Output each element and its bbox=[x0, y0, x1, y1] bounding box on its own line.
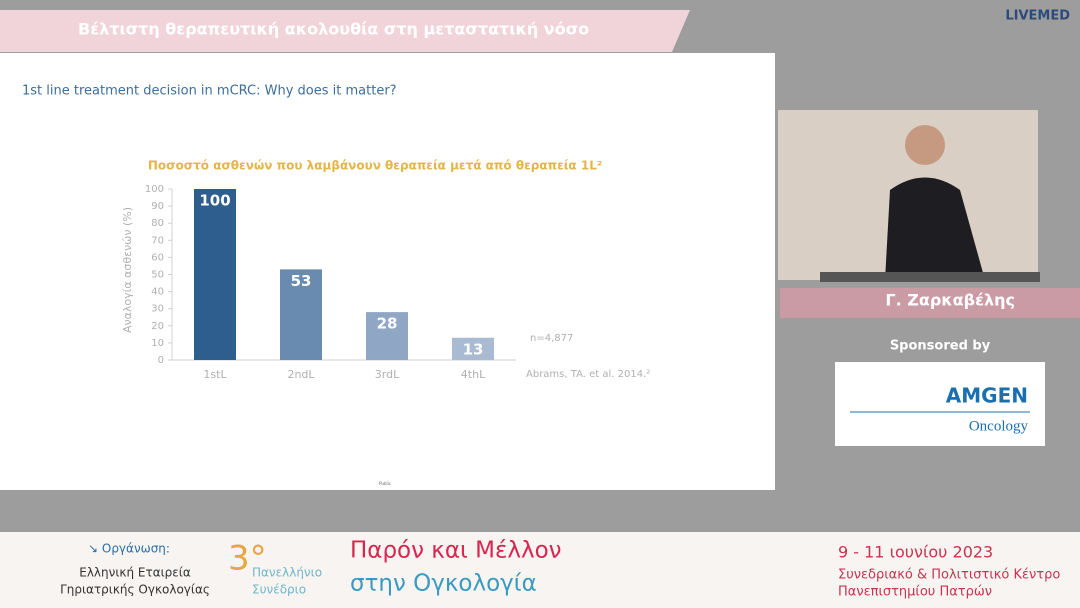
bar bbox=[194, 189, 236, 360]
header-band bbox=[0, 10, 690, 52]
annotation: n=4,877 bbox=[530, 333, 573, 344]
sponsor-logo-box bbox=[835, 362, 1045, 446]
x-tick-label: 4thL bbox=[461, 368, 486, 381]
value-label: 53 bbox=[291, 272, 312, 290]
slide bbox=[0, 53, 775, 490]
slide-footnote: Public bbox=[379, 481, 391, 486]
y-tick-label: 100 bbox=[145, 184, 164, 195]
x-tick-label: 1stL bbox=[203, 368, 227, 381]
congress-line: στην Ογκολογία bbox=[350, 571, 537, 597]
bar bbox=[366, 312, 408, 360]
speaker-head bbox=[905, 125, 945, 165]
y-tick-label: 30 bbox=[151, 304, 164, 315]
y-axis-label: Αναλογία ασθενών (%) bbox=[121, 207, 134, 333]
x-tick-label: 3rdL bbox=[375, 368, 400, 381]
y-tick-label: 20 bbox=[151, 321, 164, 332]
sponsor-division: Oncology bbox=[969, 418, 1029, 434]
edition: 3° bbox=[228, 539, 267, 579]
sponsor-label: Sponsored by bbox=[890, 339, 991, 354]
y-tick-label: 10 bbox=[151, 338, 164, 349]
value-label: 100 bbox=[199, 192, 230, 210]
dates: 9 - 11 ιουνίου 2023 bbox=[838, 543, 993, 562]
y-tick-label: 70 bbox=[151, 235, 164, 246]
speaker-name: Γ. Ζαρκαβέλης bbox=[885, 291, 1015, 310]
y-tick-label: 60 bbox=[151, 252, 164, 263]
value-label: 13 bbox=[463, 340, 484, 358]
bar bbox=[280, 269, 322, 360]
bar bbox=[452, 337, 494, 360]
edition-line: Συνέδριο bbox=[252, 583, 306, 597]
speaker-body bbox=[885, 177, 985, 280]
org-label: ↘ Οργάνωση: bbox=[88, 542, 170, 556]
podium bbox=[820, 272, 1040, 282]
y-tick-label: 0 bbox=[158, 355, 164, 366]
org-line: Γηριατρικής Ογκολογίας bbox=[60, 583, 210, 597]
congress-line: Παρόν και Μέλλον bbox=[350, 538, 562, 564]
slide-subtitle: 1st line treatment decision in mCRC: Why… bbox=[22, 84, 397, 99]
edition-line: Πανελλήνιο bbox=[252, 566, 322, 580]
sponsor-company: AMGEN bbox=[946, 384, 1028, 408]
y-tick-label: 50 bbox=[151, 270, 164, 281]
y-tick-label: 80 bbox=[151, 218, 164, 229]
brand: LIVEMED bbox=[1005, 9, 1070, 24]
org-line: Ελληνική Εταιρεία bbox=[79, 566, 191, 580]
y-tick-label: 40 bbox=[151, 287, 164, 298]
venue-line: Συνεδριακό & Πολιτιστικό Κέντρο bbox=[838, 568, 1060, 583]
chart-title: Ποσοστό ασθενών που λαμβάνουν θεραπεία μ… bbox=[148, 159, 602, 173]
name-band bbox=[780, 288, 1080, 318]
y-tick-label: 90 bbox=[151, 201, 164, 212]
venue-line: Πανεπιστημίου Πατρών bbox=[838, 585, 992, 600]
annotation: Abrams, TA. et al. 2014.² bbox=[526, 369, 650, 380]
footer bbox=[0, 532, 1080, 608]
value-label: 28 bbox=[377, 315, 398, 333]
header-title: Βέλτιστη θεραπευτική ακολουθία στη μετασ… bbox=[78, 20, 589, 39]
x-tick-label: 2ndL bbox=[287, 368, 315, 381]
